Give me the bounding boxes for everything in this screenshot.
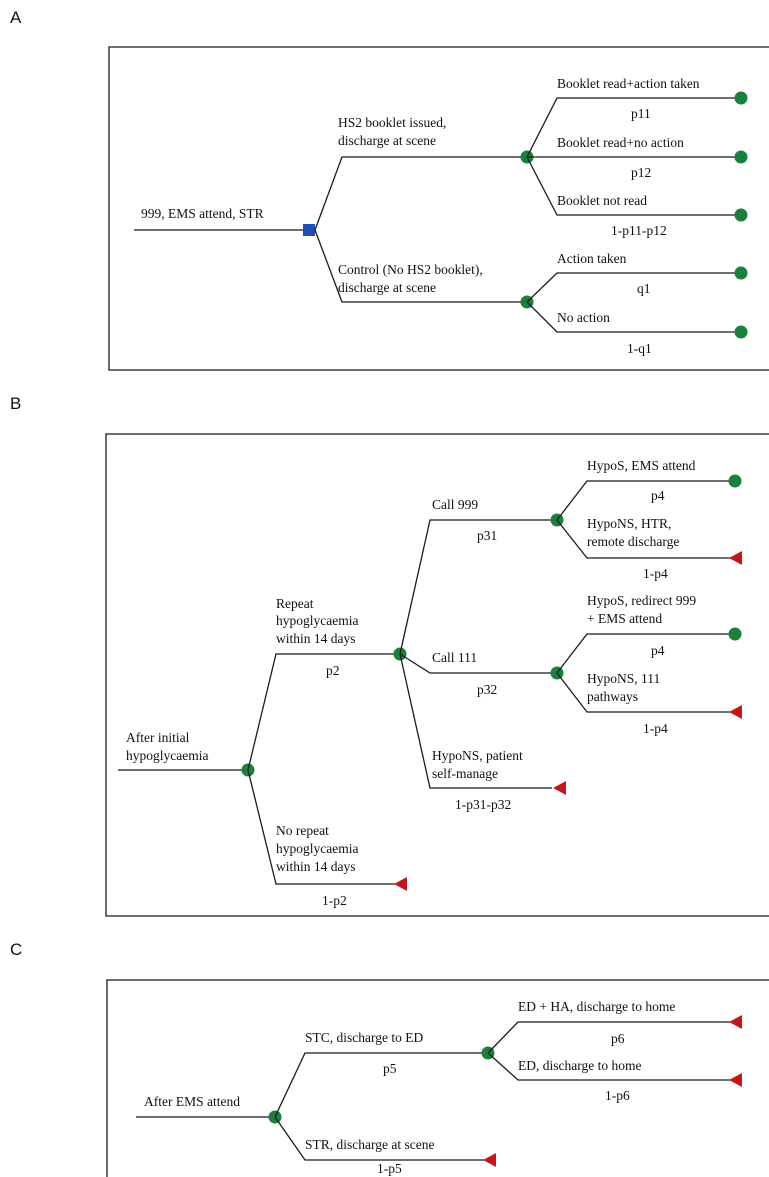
a-p11: p11 [631, 106, 651, 121]
c-p5: p5 [383, 1061, 397, 1076]
a-no-action: No action [557, 310, 610, 325]
a-booklet-read-action: Booklet read+action taken [557, 76, 700, 91]
decision-node [303, 224, 315, 236]
b-hypos-ems: HypoS, EMS attend [587, 458, 696, 473]
a-action-taken: Action taken [557, 251, 627, 266]
b-repeat-line3: within 14 days [276, 631, 356, 646]
b-p2: p2 [326, 663, 340, 678]
a-booklet-not-read: Booklet not read [557, 193, 647, 208]
c-p-ed-home: 1-p6 [605, 1088, 630, 1103]
terminal-node [729, 551, 742, 565]
b-hypons-htr-line1: HypoNS, HTR, [587, 516, 671, 531]
c-ed-home: ED, discharge to home [518, 1058, 641, 1073]
b-repeat-line2: hypoglycaemia [276, 613, 358, 628]
c-p6: p6 [611, 1031, 625, 1046]
a-p-no-action: 1-q1 [627, 341, 652, 356]
terminal-node [394, 877, 407, 891]
a-q1: q1 [637, 281, 651, 296]
b-hypons-htr-line2: remote discharge [587, 534, 679, 549]
b-p4a-c: 1-p4 [643, 566, 668, 581]
b-p4b-c: 1-p4 [643, 721, 668, 736]
b-self-manage-line1: HypoNS, patient [432, 748, 523, 763]
c-str: STR, discharge at scene [305, 1137, 434, 1152]
panel-c: After EMS attend STC, discharge to ED p5… [106, 979, 769, 1177]
b-hypons-111-line1: HypoNS, 111 [587, 671, 660, 686]
terminal-node [734, 325, 748, 339]
terminal-node [553, 781, 566, 795]
a-p12: p12 [631, 165, 651, 180]
a-branch-control-line1: Control (No HS2 booklet), [338, 262, 483, 277]
c-p-str: 1-p5 [377, 1161, 402, 1176]
panel-c-frame [106, 979, 769, 1177]
panel-a-letter: A [10, 8, 22, 27]
b-no-repeat-line3: within 14 days [276, 859, 356, 874]
a-booklet-read-no-action: Booklet read+no action [557, 135, 684, 150]
panel-b: After initial hypoglycaemia Repeat hypog… [105, 433, 769, 917]
a-p-not-read: 1-p11-p12 [611, 223, 667, 238]
panel-b-frame [105, 433, 769, 917]
b-p4a: p4 [651, 488, 665, 503]
b-call999: Call 999 [432, 497, 478, 512]
terminal-node [734, 208, 748, 222]
terminal-node [728, 474, 742, 488]
terminal-node [734, 91, 748, 105]
b-root-line1: After initial [126, 730, 190, 745]
c-stc: STC, discharge to ED [305, 1030, 423, 1045]
b-hypos-redirect-line1: HypoS, redirect 999 [587, 593, 696, 608]
a-branch-control-line2: discharge at scene [338, 280, 436, 295]
b-no-repeat-line2: hypoglycaemia [276, 841, 358, 856]
terminal-node [729, 705, 742, 719]
b-root-line2: hypoglycaemia [126, 748, 208, 763]
terminal-node [728, 627, 742, 641]
b-p31: p31 [477, 528, 497, 543]
b-p-self: 1-p31-p32 [455, 797, 511, 812]
panel-a: 999, EMS attend, STR HS2 booklet issued,… [108, 46, 769, 371]
b-self-manage-line2: self-manage [432, 766, 498, 781]
b-no-repeat-line1: No repeat [276, 823, 329, 838]
panel-b-letter: B [10, 394, 22, 413]
b-p-no-repeat: 1-p2 [322, 893, 347, 908]
b-repeat-line1: Repeat [276, 596, 314, 611]
c-ed-ha: ED + HA, discharge to home [518, 999, 675, 1014]
a-branch-booklet-line2: discharge at scene [338, 133, 436, 148]
panel-c-letter: C [10, 940, 23, 959]
a-root-label: 999, EMS attend, STR [141, 206, 264, 221]
panel-a-frame [108, 46, 769, 371]
terminal-node [734, 266, 748, 280]
terminal-node [729, 1015, 742, 1029]
b-hypos-redirect-line2: + EMS attend [587, 611, 662, 626]
terminal-node [734, 150, 748, 164]
b-p4b: p4 [651, 643, 665, 658]
c-root-label: After EMS attend [144, 1094, 240, 1109]
terminal-node [729, 1073, 742, 1087]
a-branch-booklet-line1: HS2 booklet issued, [338, 115, 446, 130]
b-call111: Call 111 [432, 650, 477, 665]
b-hypons-111-line2: pathways [587, 689, 638, 704]
b-p32: p32 [477, 682, 497, 697]
terminal-node [483, 1153, 496, 1167]
